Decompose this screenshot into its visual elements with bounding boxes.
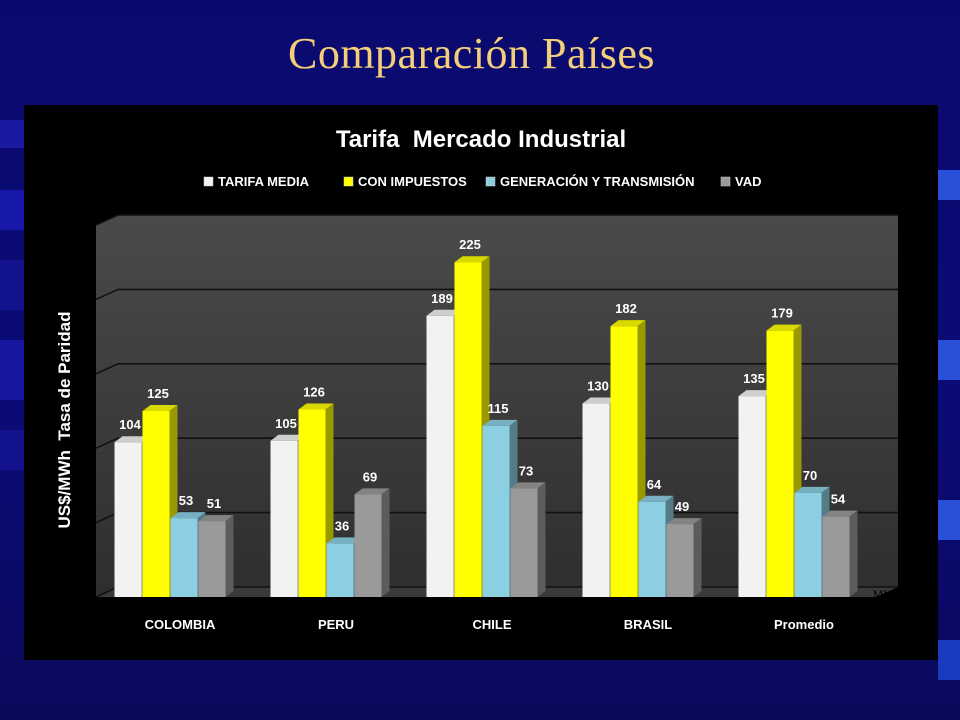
bar-top	[270, 434, 306, 441]
plot-area: 104 125 53 51 COLOMBIA 105 126 36 69 PERU 189 225 11…	[95, 214, 898, 632]
legend-swatch	[203, 176, 214, 187]
bar-top	[738, 390, 774, 397]
data-label: 53	[179, 493, 193, 508]
bar-top	[454, 256, 490, 263]
unit-footnote: MW/h	[872, 587, 904, 601]
legend-swatch	[485, 176, 496, 187]
category-label: COLOMBIA	[145, 617, 216, 632]
bar-top	[794, 486, 830, 493]
data-label: 189	[431, 291, 453, 306]
bar-top	[354, 488, 390, 495]
data-label: 182	[615, 301, 637, 316]
legend-swatch	[343, 176, 354, 187]
data-label: 115	[488, 401, 509, 416]
deco-block	[0, 430, 24, 470]
category-label: BRASIL	[624, 617, 672, 632]
gridline	[95, 214, 898, 226]
data-label: 225	[459, 237, 481, 252]
bar-top	[822, 510, 858, 517]
bar-top	[426, 309, 462, 316]
data-label: 49	[675, 499, 689, 514]
bar-top	[638, 495, 674, 502]
bar-top	[482, 419, 518, 426]
bar	[610, 326, 638, 597]
bar-top	[582, 397, 618, 404]
chart-panel: Tarifa Mercado Industrial TARIFA MEDIA CO…	[24, 105, 938, 660]
bar-top	[510, 482, 546, 489]
bar-top	[326, 537, 362, 544]
y-axis-label: US$/MWh Tasa de Paridad	[55, 312, 74, 529]
bar-side	[693, 518, 702, 597]
bar-top	[666, 518, 702, 525]
data-label: 126	[303, 385, 325, 400]
legend-label: VAD	[735, 174, 761, 189]
deco-block	[0, 260, 24, 310]
data-label: 51	[207, 496, 221, 511]
data-label: 54	[831, 492, 846, 507]
bar	[142, 411, 170, 597]
bar	[666, 524, 694, 597]
gridline	[95, 288, 898, 301]
deco-block	[938, 640, 960, 680]
legend-swatch	[720, 176, 731, 187]
bar-side	[537, 482, 546, 597]
slide-title: Comparación Países	[287, 29, 656, 78]
bar-top	[766, 324, 802, 331]
bar-side	[381, 488, 390, 597]
bar-top	[114, 436, 150, 443]
deco-block	[0, 120, 24, 148]
bar-top	[170, 512, 206, 519]
data-label: 125	[147, 386, 169, 401]
category-label: CHILE	[473, 617, 512, 632]
data-label: 64	[647, 477, 662, 492]
bar	[482, 425, 510, 597]
chart-legend: TARIFA MEDIA CON IMPUESTOS GENERACIÓN Y TR…	[203, 174, 761, 189]
bar	[454, 262, 482, 597]
deco-block	[938, 170, 960, 200]
data-label: 36	[335, 518, 349, 533]
bar	[326, 543, 354, 597]
bar-side	[849, 510, 858, 597]
legend-label: TARIFA MEDIA	[218, 174, 310, 189]
bar-chart: Tarifa Mercado Industrial TARIFA MEDIA CO…	[55, 126, 898, 632]
data-label: 179	[771, 306, 793, 321]
category-label: PERU	[318, 617, 354, 632]
bar	[426, 315, 454, 597]
bar	[582, 403, 610, 597]
deco-block	[0, 190, 24, 230]
bar	[822, 516, 850, 597]
data-label: 69	[363, 469, 377, 484]
deco-block	[938, 340, 960, 380]
legend-label: CON IMPUESTOS	[358, 174, 467, 189]
bar	[114, 442, 142, 597]
bar	[270, 440, 298, 597]
bar	[766, 330, 794, 597]
bar-top	[198, 515, 234, 522]
bar	[510, 488, 538, 597]
bar-side	[225, 515, 234, 597]
category-label: Promedio	[774, 617, 834, 632]
bar-top	[142, 405, 178, 411]
data-label: 135	[743, 371, 765, 386]
bar	[298, 409, 326, 597]
data-label: 104	[119, 417, 141, 432]
bar-top	[610, 320, 646, 327]
data-label: 130	[587, 379, 609, 394]
bar	[170, 518, 198, 597]
bar-top	[298, 403, 334, 410]
bar	[354, 494, 382, 597]
bar	[738, 396, 766, 597]
bar	[638, 501, 666, 597]
legend-label: GENERACIÓN Y TRANSMISIÓN	[500, 174, 695, 189]
data-label: 73	[519, 463, 533, 478]
data-label: 70	[803, 468, 817, 483]
bar	[794, 492, 822, 597]
data-label: 105	[275, 416, 297, 431]
deco-block	[0, 340, 24, 400]
bar	[198, 521, 226, 597]
deco-block	[938, 500, 960, 540]
chart-title: Tarifa Mercado Industrial	[336, 126, 626, 153]
